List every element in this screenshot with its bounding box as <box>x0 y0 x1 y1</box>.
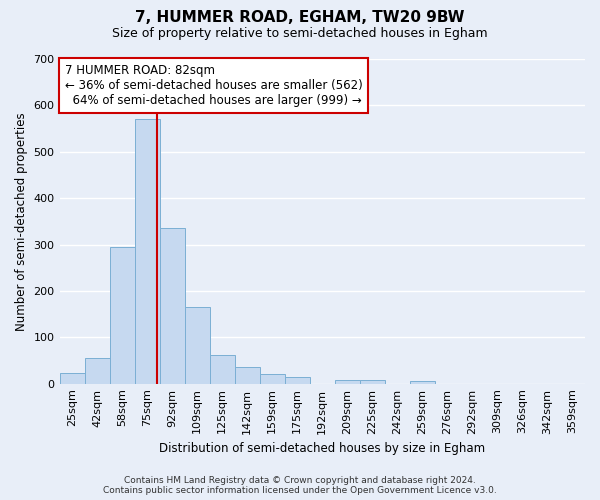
Text: Size of property relative to semi-detached houses in Egham: Size of property relative to semi-detach… <box>112 28 488 40</box>
Bar <box>209 355 235 384</box>
Bar <box>410 382 435 384</box>
X-axis label: Distribution of semi-detached houses by size in Egham: Distribution of semi-detached houses by … <box>159 442 485 455</box>
Bar <box>235 366 260 384</box>
Y-axis label: Number of semi-detached properties: Number of semi-detached properties <box>15 112 28 330</box>
Bar <box>360 380 385 384</box>
Bar <box>285 377 310 384</box>
Bar <box>335 380 360 384</box>
Bar <box>260 374 285 384</box>
Bar <box>110 247 134 384</box>
Bar <box>160 228 185 384</box>
Text: 7, HUMMER ROAD, EGHAM, TW20 9BW: 7, HUMMER ROAD, EGHAM, TW20 9BW <box>135 10 465 25</box>
Text: Contains HM Land Registry data © Crown copyright and database right 2024.
Contai: Contains HM Land Registry data © Crown c… <box>103 476 497 495</box>
Bar <box>185 307 209 384</box>
Text: 7 HUMMER ROAD: 82sqm
← 36% of semi-detached houses are smaller (562)
  64% of se: 7 HUMMER ROAD: 82sqm ← 36% of semi-detac… <box>65 64 362 107</box>
Bar <box>59 374 85 384</box>
Bar <box>134 120 160 384</box>
Bar <box>85 358 110 384</box>
